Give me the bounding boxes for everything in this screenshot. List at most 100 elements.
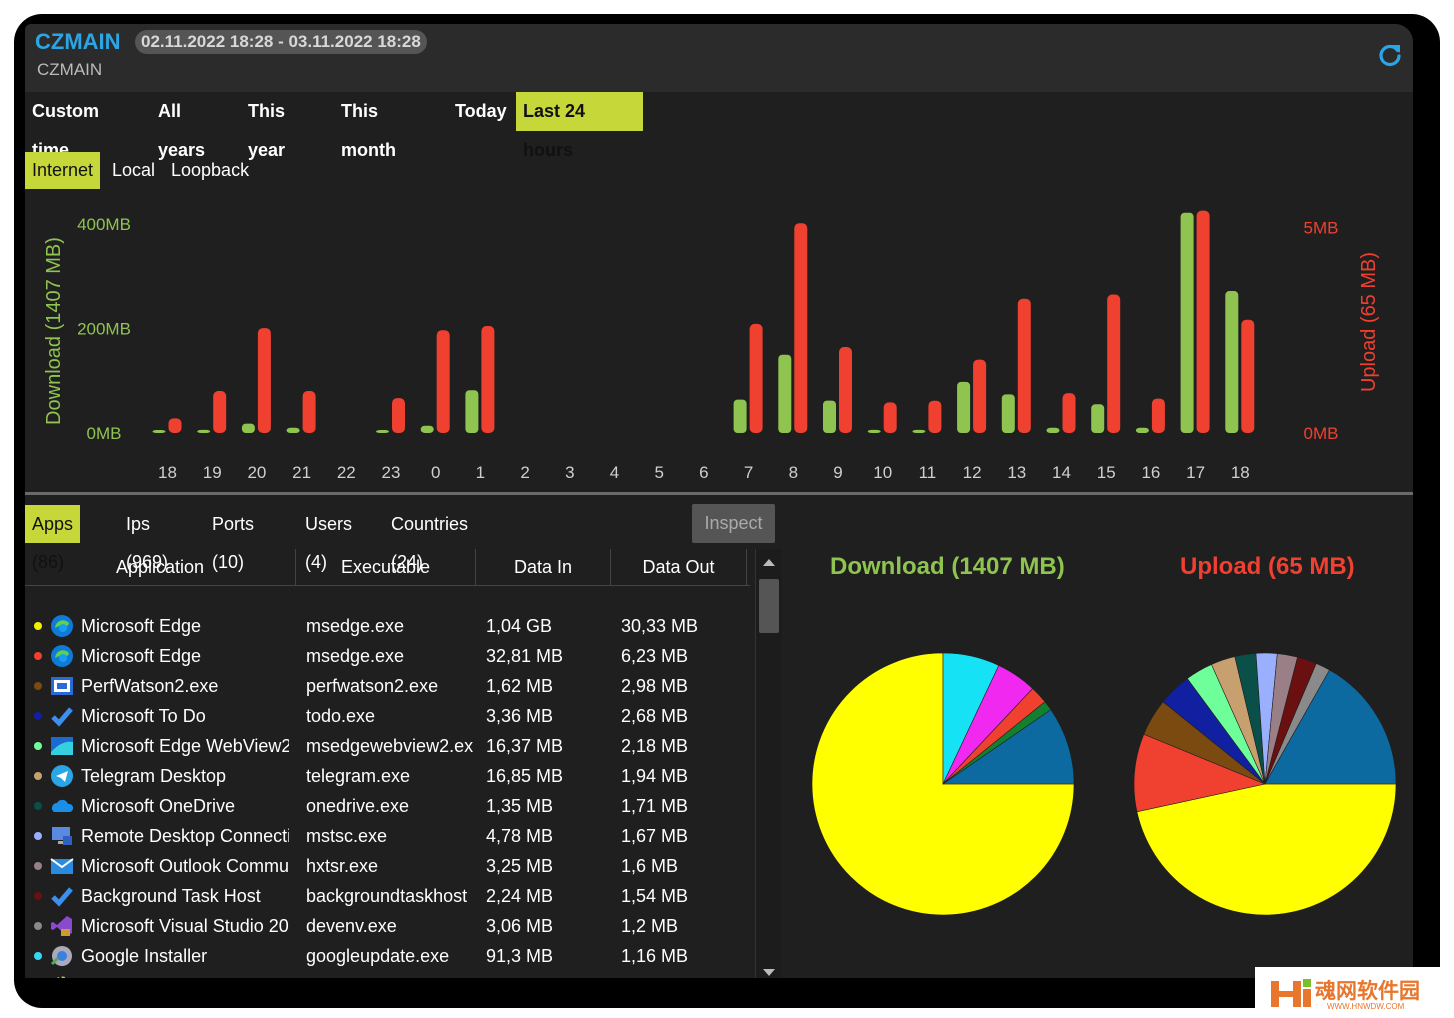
download-pie-title: Download (1407 MB) (830, 553, 1065, 580)
download-bar[interactable] (1135, 427, 1149, 433)
series-color-dot (34, 682, 42, 690)
table-row[interactable]: Microsoft Visual Studio 20 devenv.exe 3,06… (25, 911, 750, 941)
tab-this-month[interactable]: This month (341, 101, 396, 160)
download-bar[interactable] (197, 429, 211, 433)
download-bar[interactable] (778, 354, 792, 433)
refresh-icon[interactable] (1377, 42, 1403, 68)
upload-bar[interactable] (1062, 393, 1076, 433)
scroll-down-icon[interactable] (763, 969, 775, 976)
upload-bar[interactable] (213, 391, 227, 433)
download-bar[interactable] (823, 400, 836, 433)
table-row[interactable]: Microsoft To Do todo.exe 3,36 MB 2,68 MB (25, 701, 750, 731)
download-bar[interactable] (957, 381, 971, 433)
host-subtitle: CZMAIN (37, 60, 103, 79)
tab-local[interactable]: Local (112, 160, 156, 180)
table-row[interactable]: Remote Desktop Connecti mstsc.exe 4,78 MB 1… (25, 821, 750, 851)
download-bar[interactable] (1091, 404, 1105, 433)
tab-last-24-hours[interactable]: Last 24 hours (516, 92, 643, 160)
tab-loopback[interactable]: Loopback (171, 160, 250, 180)
tab-this-year[interactable]: This year (248, 101, 286, 160)
upload-bar[interactable] (1017, 298, 1031, 433)
table-row[interactable]: PerfWatson2.exe perfwatson2.exe 1,62 MB 2,9… (25, 671, 750, 701)
table-row[interactable]: Microsoft OneDrive onedrive.exe 1,35 MB 1,7… (25, 791, 750, 821)
tab-users[interactable]: Users (4) (305, 514, 353, 572)
cell-data-in: 16,85 MB (486, 766, 564, 786)
cell-data-in: 3,06 MB (486, 916, 554, 936)
upload-bar[interactable] (392, 398, 405, 433)
webview2-icon (51, 737, 73, 755)
upload-bar[interactable] (168, 418, 182, 433)
download-bar[interactable] (420, 425, 434, 433)
upload-bar[interactable] (481, 326, 495, 433)
cell-executable: msedgewebview2.ex (306, 736, 474, 756)
upload-axis-label: Upload (65 MB) (1358, 252, 1380, 392)
download-bar[interactable] (1225, 291, 1239, 433)
table-row[interactable]: Telegram Desktop telegram.exe 16,85 MB 1,94… (25, 761, 750, 791)
table-row[interactable]: Microsoft Edge msedge.exe 1,04 GB 30,33 MB (25, 611, 750, 641)
tab-ips[interactable]: Ips (969) (126, 514, 169, 572)
download-bar[interactable] (152, 430, 166, 433)
cell-data-in: 3,36 MB (486, 706, 554, 726)
upload-bar[interactable] (1241, 319, 1255, 433)
download-bar[interactable] (241, 423, 255, 433)
upload-bar[interactable] (302, 391, 316, 433)
series-color-dot (34, 622, 42, 630)
cell-executable: msedge.exe (306, 646, 405, 666)
panel-divider[interactable] (25, 492, 1413, 495)
pie-slice[interactable] (1133, 733, 1267, 813)
watermark-subtext: WWW.HNWDW.COM (1327, 1002, 1405, 1011)
pie-slice[interactable] (1136, 783, 1397, 916)
tab-ports[interactable]: Ports (10) (212, 514, 255, 572)
download-bar[interactable] (376, 430, 389, 433)
upload-bar[interactable] (1107, 294, 1121, 433)
upload-bar[interactable] (928, 400, 942, 433)
column-application[interactable]: Application (25, 549, 296, 585)
column-data-in[interactable]: Data In (476, 549, 611, 585)
scroll-up-icon[interactable] (763, 559, 775, 566)
upload-bar[interactable] (257, 328, 271, 433)
upload-bar[interactable] (749, 323, 763, 433)
download-bar[interactable] (912, 429, 926, 433)
download-bar[interactable] (1046, 427, 1060, 433)
remote-desktop-icon (52, 827, 72, 845)
column-executable[interactable]: Executable (296, 549, 476, 585)
table-row[interactable]: Microsoft Outlook Commu hxtsr.exe 3,25 MB 1… (25, 851, 750, 881)
upload-bar[interactable] (973, 359, 987, 433)
download-bar[interactable] (867, 429, 881, 433)
tab-all-years[interactable]: All years (158, 101, 206, 160)
table-scrollbar[interactable] (755, 549, 782, 978)
download-bar[interactable] (465, 390, 479, 433)
table-row[interactable]: Google Installer googleupdate.exe 91,3 MB 1… (25, 941, 750, 971)
tab-apps[interactable]: Apps (86) (25, 505, 81, 572)
upload-bar[interactable] (839, 346, 852, 433)
upload-bar[interactable] (883, 402, 897, 433)
download-bar[interactable] (1001, 394, 1015, 433)
tab-countries[interactable]: Countries (24) (391, 514, 469, 572)
table-row[interactable]: Microsoft Edge WebView2 msedgewebview2.ex… (25, 731, 750, 761)
upload-bar[interactable] (794, 223, 808, 433)
pie-slice[interactable] (811, 652, 1075, 916)
series-color-dot (34, 832, 42, 840)
download-bar[interactable] (733, 399, 747, 433)
series-color-dot (34, 802, 42, 810)
download-bar[interactable] (286, 427, 300, 433)
inspect-button[interactable]: Inspect (692, 504, 775, 543)
tab-today[interactable]: Today (455, 101, 507, 121)
column-data-out[interactable]: Data Out (611, 549, 747, 585)
pie-slice[interactable] (1264, 669, 1397, 785)
cell-application: Microsoft Edge (81, 646, 202, 666)
scroll-thumb[interactable] (759, 579, 779, 633)
download-bar[interactable] (1180, 212, 1194, 433)
cell-data-out: 1,6 MB (621, 856, 679, 876)
tab-internet[interactable]: Internet (25, 152, 101, 189)
upload-bar[interactable] (1151, 398, 1165, 433)
tab-custom-time[interactable]: Custom time (32, 101, 99, 160)
table-row[interactable]: Windows Update svchost.exe 2,27 MB 1,01 MB (25, 971, 750, 978)
upload-bar[interactable] (436, 330, 450, 433)
upload-pie-title: Upload (65 MB) (1180, 553, 1355, 580)
cell-data-in: 1,35 MB (486, 796, 554, 816)
upload-bar[interactable] (1196, 210, 1210, 433)
table-row[interactable]: Background Task Host backgroundtaskhost 2,… (25, 881, 750, 911)
table-row[interactable]: Microsoft Edge msedge.exe 32,81 MB 6,23 MB (25, 641, 750, 671)
pie-slice[interactable] (942, 709, 1075, 785)
